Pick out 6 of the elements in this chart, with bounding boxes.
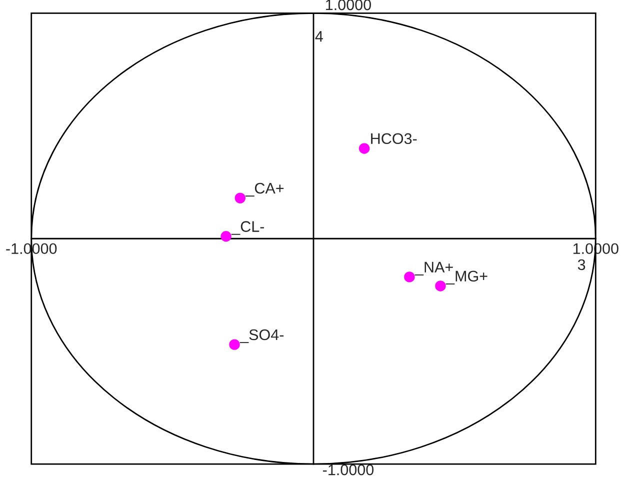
annotation: _SO4- — [240, 329, 284, 344]
annotation: _CA+ — [245, 182, 284, 197]
y-axis-title: 4 — [315, 31, 323, 42]
x-axis-title: 3 — [578, 259, 586, 270]
annotation: HCO3- — [371, 133, 417, 144]
annotation: _CL- — [231, 221, 264, 235]
